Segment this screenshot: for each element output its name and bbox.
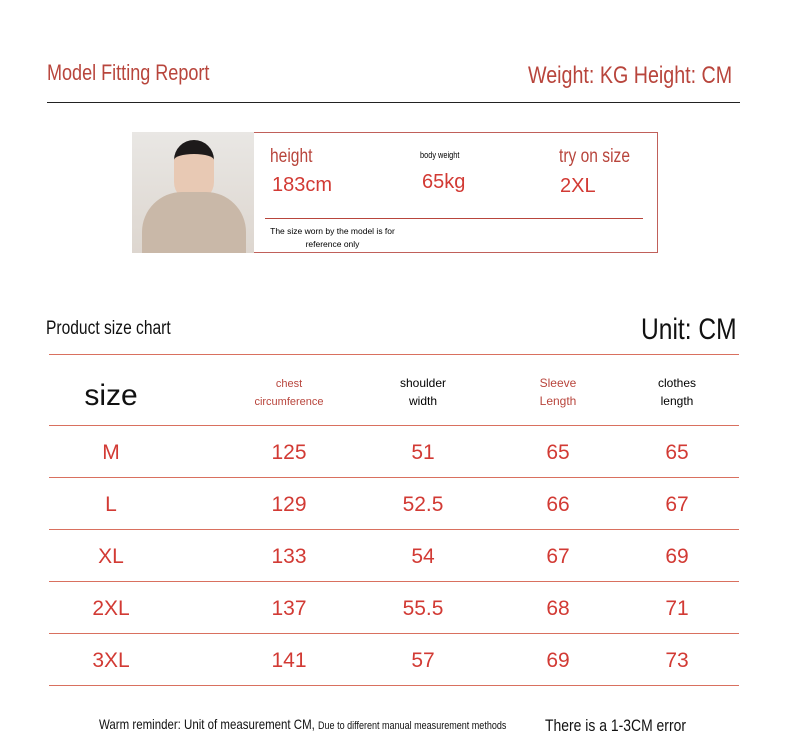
value-cell: 57 [411,649,435,672]
value-cell: 55.5 [402,597,444,620]
size-cell: 2XL [92,597,130,620]
chart-title: Product size chart [46,318,171,339]
value-cell: 125 [271,441,307,464]
size-label: try on size [559,146,631,167]
model-note: The size worn by the model is for refere… [270,226,395,249]
footer-reminder: Warm reminder: Unit of measurement CM, D… [99,716,507,732]
model-divider [265,218,643,219]
model-photo [132,132,254,253]
height-value: 183cm [272,174,333,196]
unit-label: Unit: CM [641,313,737,346]
value-cell: 71 [665,597,689,620]
size-cell: M [102,441,120,464]
header-shoulder: shoulder width [399,376,447,408]
header-length: clothes length [657,376,697,408]
value-cell: 65 [665,441,689,464]
header-sleeve: Sleeve Length [539,376,577,408]
value-cell: 137 [271,597,307,620]
value-cell: 73 [665,649,689,672]
value-cell: 68 [546,597,570,620]
weight-label: body weight [420,150,460,160]
size-cell: L [105,493,117,516]
value-cell: 129 [271,493,307,516]
value-cell: 141 [271,649,307,672]
value-cell: 69 [546,649,570,672]
header-chest: chest circumference [254,378,324,408]
table-line [49,477,739,478]
header-divider [47,102,740,103]
weight-value: 65kg [422,171,466,193]
size-cell: 3XL [92,649,130,672]
value-cell: 54 [411,545,435,568]
units-label: Weight: KG Height: CM [528,62,733,89]
value-cell: 67 [665,493,689,516]
table-line [49,354,739,355]
table-line [49,685,739,686]
height-label: height [270,146,313,167]
table-line [49,633,739,634]
value-cell: 69 [665,545,689,568]
table-line [49,425,739,426]
header-size: size [84,379,138,412]
value-cell: 67 [546,545,570,568]
table-line [49,529,739,530]
value-cell: 52.5 [402,493,444,516]
table-line [49,581,739,582]
value-cell: 65 [546,441,570,464]
report-title: Model Fitting Report [47,60,210,85]
size-value: 2XL [560,175,596,197]
value-cell: 51 [411,441,435,464]
value-cell: 66 [546,493,570,516]
footer-error: There is a 1-3CM error [545,716,686,735]
size-cell: XL [98,545,124,568]
value-cell: 133 [271,545,307,568]
